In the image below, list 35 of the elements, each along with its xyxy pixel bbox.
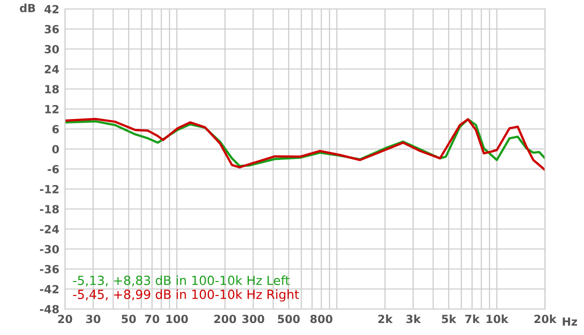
y-tick-label: -48 <box>40 304 59 314</box>
y-tick-label: -24 <box>40 224 59 234</box>
y-tick-label: 36 <box>44 24 59 34</box>
x-tick-label: 20k <box>534 314 557 324</box>
x-tick-label: 20 <box>58 314 72 324</box>
x-axis-title: Hz <box>562 317 578 326</box>
x-tick-label: 10k <box>486 314 508 324</box>
x-tick-label: 5k <box>442 314 456 324</box>
y-tick-label: 6 <box>52 124 59 134</box>
text: -5,13, +8,83 dB in 100-10k Hz Left <box>73 275 290 286</box>
y-tick-label: 18 <box>45 84 59 94</box>
y-tick-label: -36 <box>40 264 59 274</box>
y-tick-label: -42 <box>40 284 58 294</box>
y-axis-title: dB <box>20 4 36 12</box>
x-tick-label: 300 <box>242 314 264 324</box>
y-tick-label: 30 <box>44 44 59 54</box>
x-tick-label: 30 <box>86 314 100 324</box>
y-tick-label: 42 <box>44 4 58 14</box>
x-tick-label: 7k <box>465 314 480 323</box>
y-tick-label: 12 <box>45 104 58 114</box>
x-tick-label: 800 <box>310 314 332 324</box>
y-tick-label: -18 <box>40 204 59 214</box>
x-tick-label: 500 <box>278 314 300 324</box>
text: -5,45, +8,99 dB in 100-10k Hz Right <box>73 289 299 302</box>
x-tick-label: 2k <box>378 314 393 323</box>
x-tick-label: 70 <box>145 314 160 324</box>
y-tick-label: -12 <box>40 184 58 194</box>
y-tick-label: 0 <box>52 144 59 154</box>
x-tick-label: 200 <box>214 314 236 324</box>
y-tick-label: -30 <box>40 244 59 254</box>
y-tick-label: -6 <box>48 164 59 174</box>
y-tick-label: 24 <box>44 64 59 74</box>
x-tick-label: 3k <box>406 314 421 324</box>
x-tick-label: 100 <box>166 314 188 324</box>
x-tick-label: 50 <box>122 314 136 324</box>
